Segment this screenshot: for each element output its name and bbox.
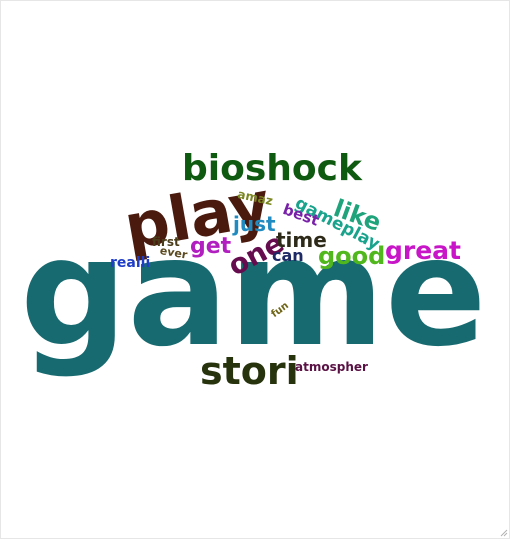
resize-grip-icon[interactable] (498, 527, 508, 537)
word-just: just (233, 212, 276, 236)
word-stori: stori (200, 349, 299, 393)
word-atmospher: atmospher (295, 360, 368, 374)
word-first: first (152, 235, 180, 249)
word-bioshock: bioshock (182, 148, 362, 189)
word-can: can (272, 246, 304, 265)
word-good: good (318, 242, 386, 270)
word-game: game (20, 206, 487, 380)
word-realli: realli (110, 255, 151, 271)
word-time: time (276, 228, 327, 252)
word-great: great (385, 236, 462, 265)
word-get: get (190, 234, 232, 259)
